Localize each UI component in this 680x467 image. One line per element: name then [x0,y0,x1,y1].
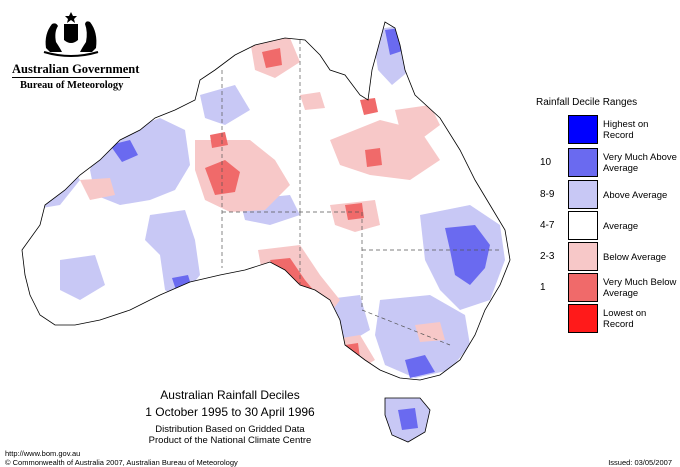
legend-label: Highest on Record [603,119,649,141]
legend-swatch [568,180,598,209]
government-title: Australian Government [12,62,140,76]
legend-item-below: 2-3 Below Average [540,242,676,272]
legend-swatch [568,211,598,240]
legend-range: 2-3 [540,251,555,262]
legend-swatch [568,273,598,302]
map-period: 1 October 1995 to 30 April 1996 [145,405,315,419]
legend-range: 8-9 [540,189,555,200]
map-note: Distribution Based on Gridded Data Produ… [130,424,330,446]
legend-label: Very Much Above Average [603,152,677,174]
website-url: http://www.bom.gov.au [5,449,81,458]
state-borders [221,40,500,346]
map-note-line: Product of the National Climate Centre [148,435,312,446]
legend-item-very-much-above: 10 Very Much Above Average [540,148,677,178]
legend-label: Average [603,220,639,232]
legend-label: Very Much Below Average [603,277,677,299]
legend-range [540,115,562,145]
coat-of-arms-icon [43,12,99,57]
legend-swatch [568,242,598,271]
legend-item-average: 4-7 Average [540,211,676,241]
legend-label: Above Average [603,189,668,201]
issued-date: Issued: 03/05/2007 [608,458,672,467]
legend-range: 10 [540,157,552,168]
legend-swatch [568,115,598,144]
legend-label: Lowest on Record [603,308,647,330]
bureau-name: Bureau of Meteorology [20,80,124,91]
legend-title: Rainfall Decile Ranges [536,97,638,108]
legend-swatch [568,148,598,177]
legend-range: 1 [540,282,546,293]
coastline [21,21,511,443]
legend-item-highest: Highest on Record [540,115,676,145]
copyright-notice: © Commonwealth of Australia 2007, Austra… [5,458,238,467]
map-note-line: Distribution Based on Gridded Data [155,424,305,435]
map-title: Australian Rainfall Deciles [160,388,300,402]
legend-range: 4-7 [540,220,555,231]
legend-range [540,304,562,334]
header-divider [12,77,130,78]
legend-item-lowest: Lowest on Record [540,304,676,334]
legend-swatch [568,304,598,333]
legend-item-above: 8-9 Above Average [540,180,676,210]
legend-label: Below Average [603,251,667,263]
legend-item-very-much-below: 1 Very Much Below Average [540,273,676,303]
